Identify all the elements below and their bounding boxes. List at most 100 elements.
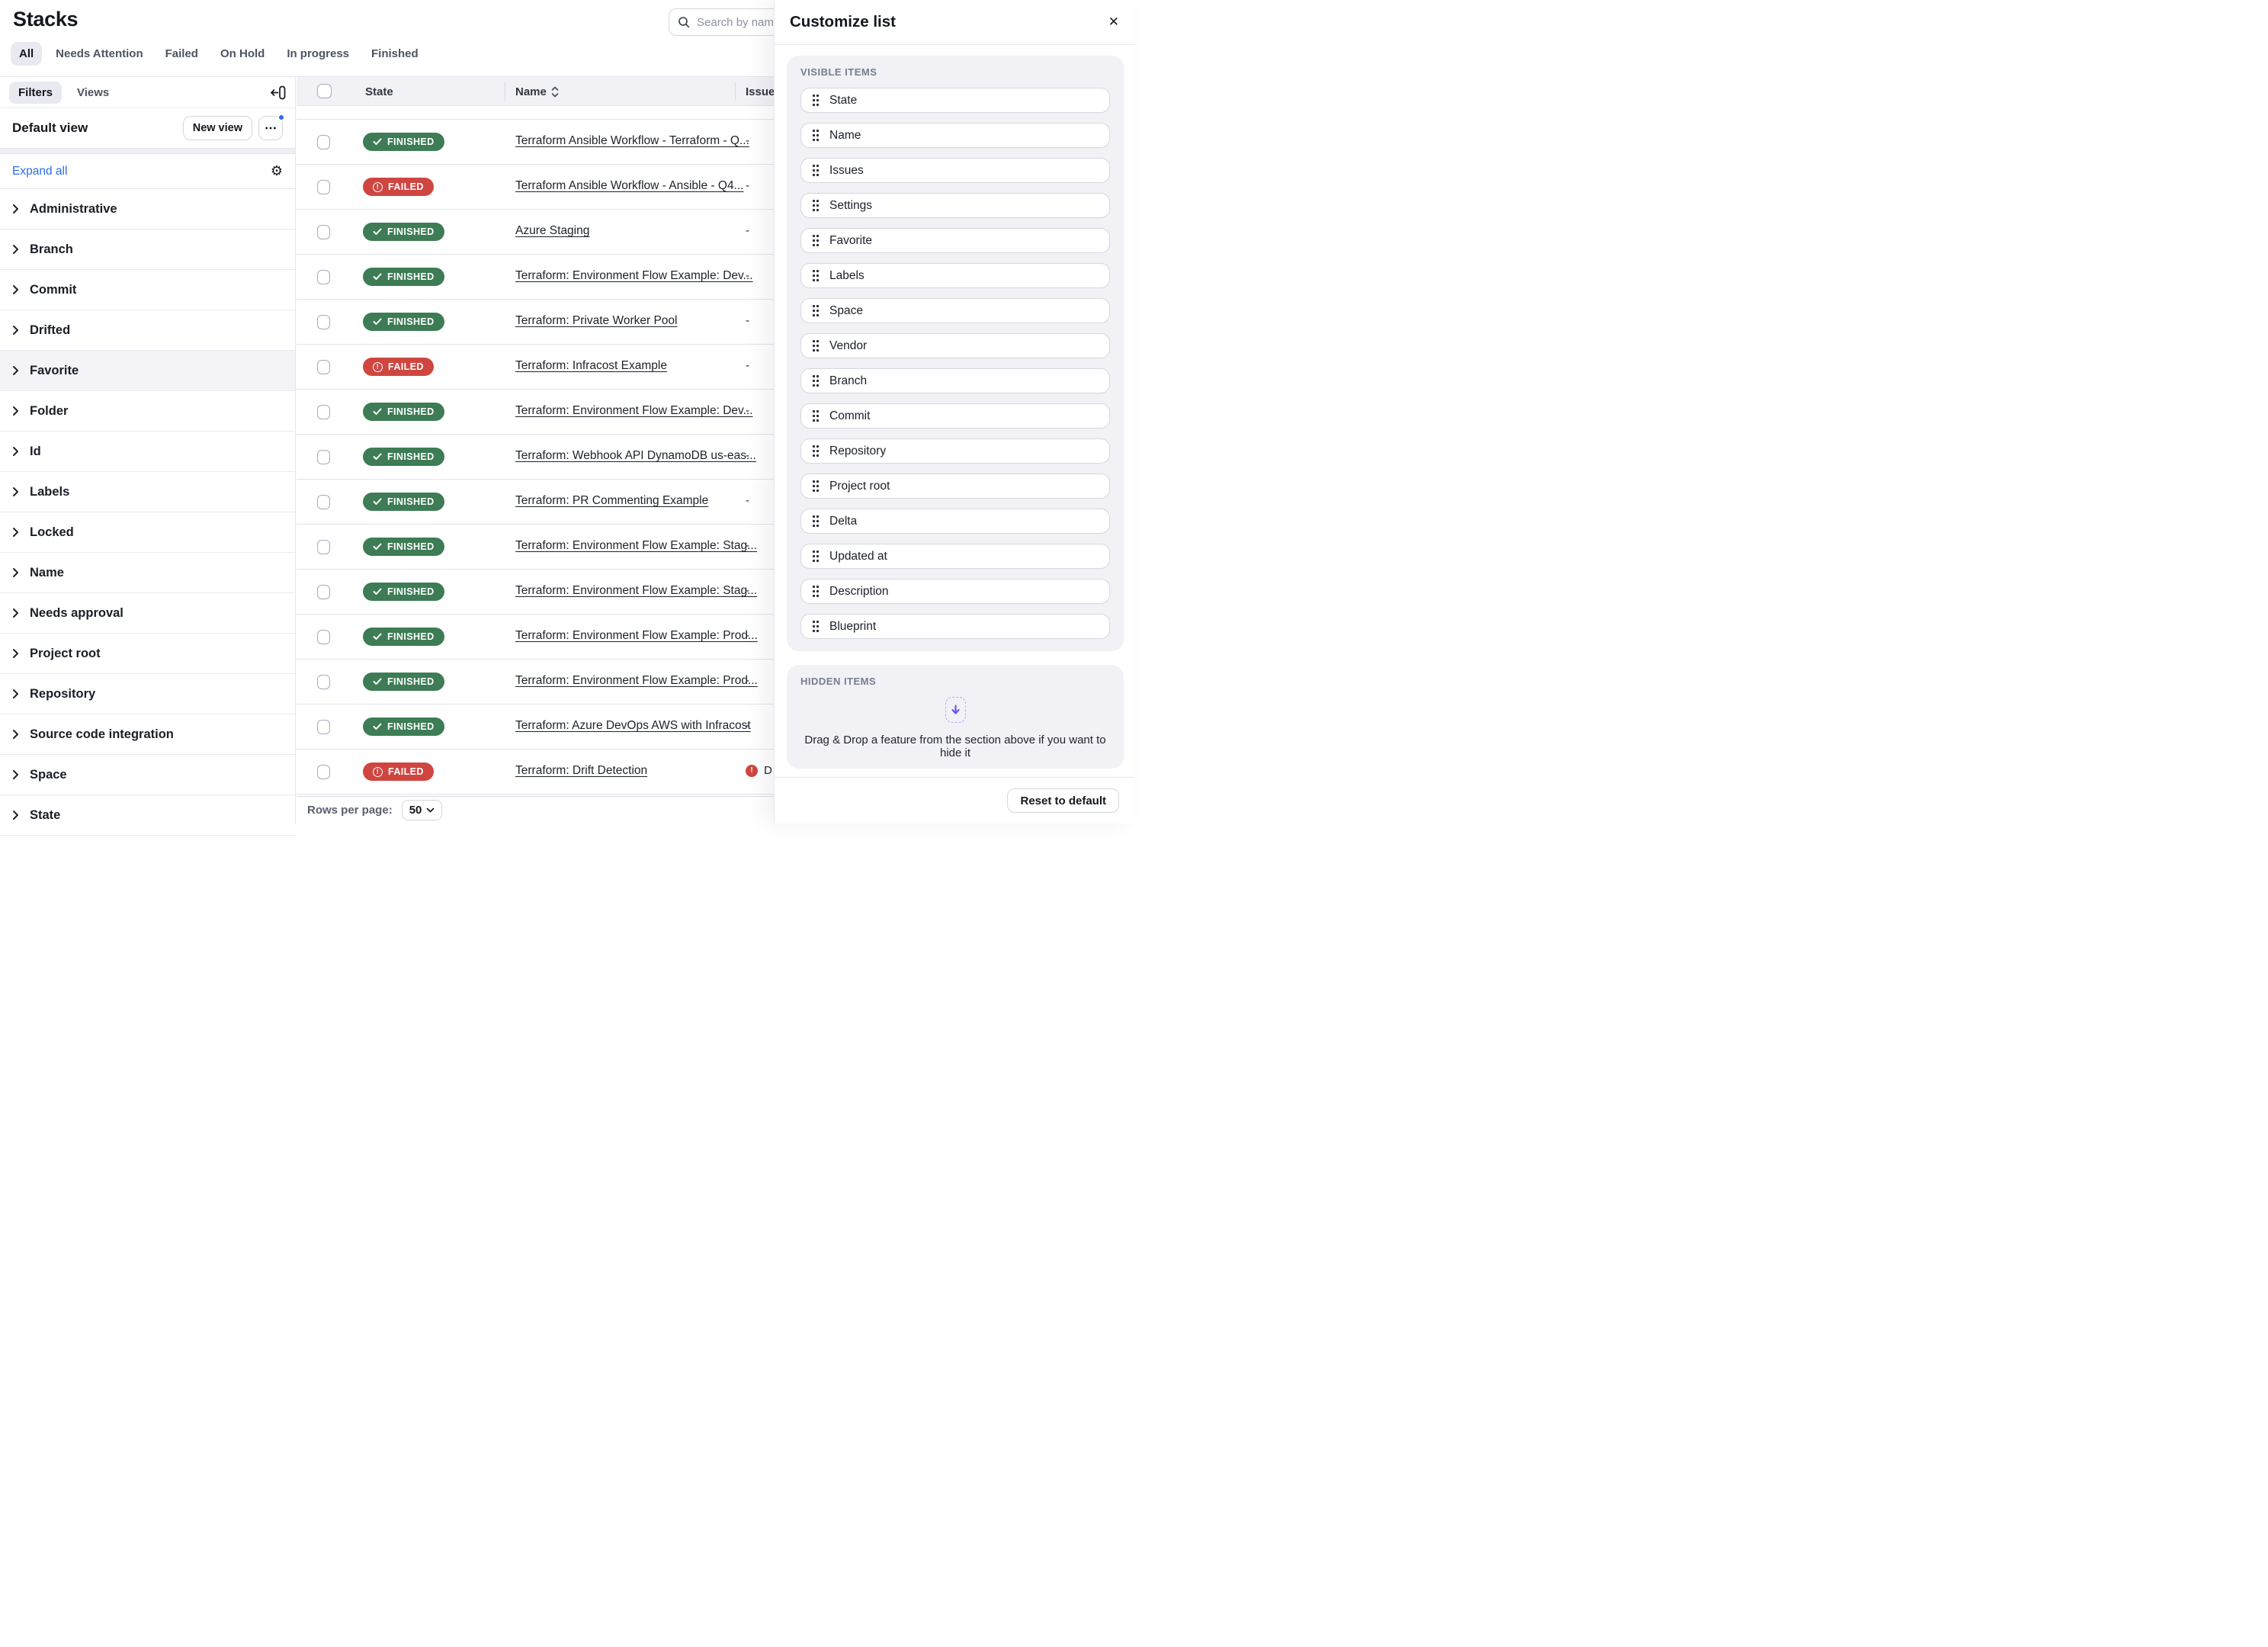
- filter-category-row[interactable]: Administrative: [0, 189, 295, 230]
- visible-item[interactable]: Updated at: [800, 544, 1110, 569]
- new-view-button[interactable]: New view: [183, 116, 252, 140]
- visible-item[interactable]: Blueprint: [800, 614, 1110, 639]
- filter-category-row[interactable]: Locked: [0, 512, 295, 553]
- stack-name-link[interactable]: Terraform: Private Worker Pool: [515, 314, 677, 328]
- drag-handle-icon[interactable]: [812, 339, 820, 352]
- tab-filter[interactable]: All: [11, 42, 42, 66]
- row-checkbox[interactable]: [317, 720, 330, 734]
- select-all-checkbox[interactable]: [317, 84, 332, 98]
- drag-handle-icon[interactable]: [812, 515, 820, 528]
- view-more-button[interactable]: ⋯: [258, 116, 283, 140]
- stack-name-link[interactable]: Terraform: Azure DevOps AWS with Infraco…: [515, 719, 751, 733]
- drag-handle-icon[interactable]: [812, 445, 820, 458]
- visible-item[interactable]: Project root: [800, 474, 1110, 499]
- visible-item[interactable]: Labels: [800, 263, 1110, 288]
- filter-category-row[interactable]: Favorite: [0, 351, 295, 391]
- drag-handle-icon[interactable]: [812, 164, 820, 177]
- tab-filter[interactable]: On Hold: [212, 42, 273, 66]
- filter-category-row[interactable]: Labels: [0, 472, 295, 512]
- drag-handle-icon[interactable]: [812, 94, 820, 107]
- visible-item[interactable]: Vendor: [800, 333, 1110, 358]
- stack-name-link[interactable]: Azure Staging: [515, 224, 589, 238]
- filter-category-row[interactable]: State: [0, 795, 295, 836]
- filter-category-row[interactable]: Space: [0, 755, 295, 795]
- drag-handle-icon[interactable]: [812, 550, 820, 563]
- drag-handle-icon[interactable]: [812, 234, 820, 247]
- tab-filter[interactable]: Needs Attention: [47, 42, 151, 66]
- stack-name-link[interactable]: Terraform: Drift Detection: [515, 764, 647, 778]
- row-checkbox[interactable]: [317, 675, 330, 689]
- tab-views[interactable]: Views: [69, 82, 117, 104]
- drag-handle-icon[interactable]: [812, 585, 820, 598]
- visible-item[interactable]: Branch: [800, 368, 1110, 393]
- filter-category-row[interactable]: Source code integration: [0, 714, 295, 755]
- visible-item[interactable]: Repository: [800, 438, 1110, 464]
- row-checkbox[interactable]: [317, 765, 330, 779]
- filter-category-row[interactable]: Id: [0, 432, 295, 472]
- drag-handle-icon[interactable]: [812, 409, 820, 422]
- gear-icon[interactable]: ⚙: [271, 165, 283, 178]
- row-checkbox[interactable]: [317, 360, 330, 374]
- filter-category-row[interactable]: Folder: [0, 391, 295, 432]
- visible-item[interactable]: Settings: [800, 193, 1110, 218]
- visible-item[interactable]: Commit: [800, 403, 1110, 429]
- row-checkbox[interactable]: [317, 270, 330, 284]
- visible-item[interactable]: Name: [800, 123, 1110, 148]
- row-checkbox[interactable]: [317, 225, 330, 239]
- visible-item[interactable]: Favorite: [800, 228, 1110, 253]
- stack-name-link[interactable]: Terraform Ansible Workflow - Ansible - Q…: [515, 179, 743, 193]
- filter-category-row[interactable]: Project root: [0, 634, 295, 674]
- tab-filter[interactable]: In progress: [278, 42, 358, 66]
- stack-name-link[interactable]: Terraform: Environment Flow Example: Dev…: [515, 404, 753, 418]
- expand-all-link[interactable]: Expand all: [12, 165, 67, 178]
- tab-filter[interactable]: Finished: [363, 42, 427, 66]
- stack-name-link[interactable]: Terraform: Environment Flow Example: Sta…: [515, 584, 757, 598]
- row-checkbox[interactable]: [317, 450, 330, 464]
- row-checkbox[interactable]: [317, 135, 330, 149]
- drag-handle-icon[interactable]: [812, 374, 820, 387]
- filter-category-row[interactable]: Repository: [0, 674, 295, 714]
- collapse-panel-icon[interactable]: [270, 85, 286, 100]
- stack-name-link[interactable]: Terraform: Webhook API DynamoDB us-eas..…: [515, 449, 756, 463]
- drag-handle-icon[interactable]: [812, 129, 820, 142]
- tab-filter[interactable]: Failed: [157, 42, 207, 66]
- row-checkbox[interactable]: [317, 630, 330, 644]
- drag-handle-icon[interactable]: [812, 199, 820, 212]
- row-checkbox[interactable]: [317, 315, 330, 329]
- filter-category-row[interactable]: Drifted: [0, 310, 295, 351]
- filter-category-label: Drifted: [30, 323, 70, 338]
- visible-item[interactable]: Space: [800, 298, 1110, 323]
- stack-name-link[interactable]: Terraform: Environment Flow Example: Dev…: [515, 269, 753, 283]
- visible-item[interactable]: State: [800, 88, 1110, 113]
- filter-category-row[interactable]: Branch: [0, 230, 295, 270]
- visible-item[interactable]: Delta: [800, 509, 1110, 534]
- stack-name-link[interactable]: Terraform: Infracost Example: [515, 359, 667, 373]
- ellipsis-icon: ⋯: [265, 120, 277, 136]
- drag-handle-icon[interactable]: [812, 480, 820, 493]
- filter-category-row[interactable]: Name: [0, 553, 295, 593]
- stack-name-link[interactable]: Terraform: Environment Flow Example: Pro…: [515, 674, 758, 688]
- row-checkbox[interactable]: [317, 585, 330, 599]
- row-checkbox[interactable]: [317, 495, 330, 509]
- error-circle-icon: !: [373, 182, 383, 192]
- stack-name-link[interactable]: Terraform Ansible Workflow - Terraform -…: [515, 134, 749, 148]
- reset-to-default-button[interactable]: Reset to default: [1007, 788, 1119, 813]
- drag-handle-icon[interactable]: [812, 269, 820, 282]
- row-checkbox[interactable]: [317, 540, 330, 554]
- rows-per-page-select[interactable]: 50: [402, 800, 443, 820]
- visible-item[interactable]: Description: [800, 579, 1110, 604]
- tab-filters[interactable]: Filters: [9, 82, 62, 104]
- search-input[interactable]: Search by name, I: [669, 8, 788, 36]
- row-checkbox[interactable]: [317, 405, 330, 419]
- column-header-name[interactable]: Name: [515, 77, 559, 106]
- filter-category-row[interactable]: Needs approval: [0, 593, 295, 634]
- drag-handle-icon[interactable]: [812, 304, 820, 317]
- visible-item[interactable]: Issues: [800, 158, 1110, 183]
- close-icon[interactable]: ✕: [1108, 16, 1119, 29]
- stack-name-link[interactable]: Terraform: Environment Flow Example: Pro…: [515, 629, 758, 643]
- drag-handle-icon[interactable]: [812, 620, 820, 633]
- stack-name-link[interactable]: Terraform: Environment Flow Example: Sta…: [515, 539, 757, 553]
- filter-category-row[interactable]: Commit: [0, 270, 295, 310]
- stack-name-link[interactable]: Terraform: PR Commenting Example: [515, 494, 708, 508]
- row-checkbox[interactable]: [317, 180, 330, 194]
